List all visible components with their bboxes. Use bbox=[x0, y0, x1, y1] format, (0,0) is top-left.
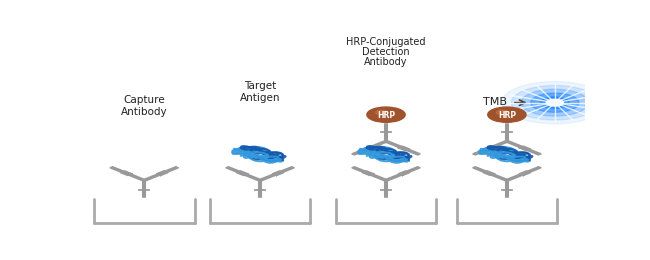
Text: Target: Target bbox=[244, 81, 276, 91]
Circle shape bbox=[502, 82, 608, 124]
Text: Antigen: Antigen bbox=[240, 93, 280, 103]
Text: TMB: TMB bbox=[483, 97, 507, 107]
Circle shape bbox=[376, 110, 387, 115]
Circle shape bbox=[540, 97, 569, 108]
Circle shape bbox=[512, 85, 598, 120]
Text: HRP-Conjugated: HRP-Conjugated bbox=[346, 37, 426, 47]
Circle shape bbox=[488, 107, 526, 122]
Text: HRP: HRP bbox=[498, 110, 516, 120]
Text: Capture: Capture bbox=[124, 95, 165, 105]
Text: Antibody: Antibody bbox=[121, 107, 168, 117]
Text: Antibody: Antibody bbox=[364, 57, 408, 67]
Circle shape bbox=[497, 110, 508, 115]
Text: Detection: Detection bbox=[362, 47, 410, 57]
Circle shape bbox=[530, 93, 579, 112]
Circle shape bbox=[546, 99, 564, 106]
Circle shape bbox=[367, 107, 405, 122]
Text: HRP: HRP bbox=[377, 110, 395, 120]
Circle shape bbox=[521, 89, 589, 116]
